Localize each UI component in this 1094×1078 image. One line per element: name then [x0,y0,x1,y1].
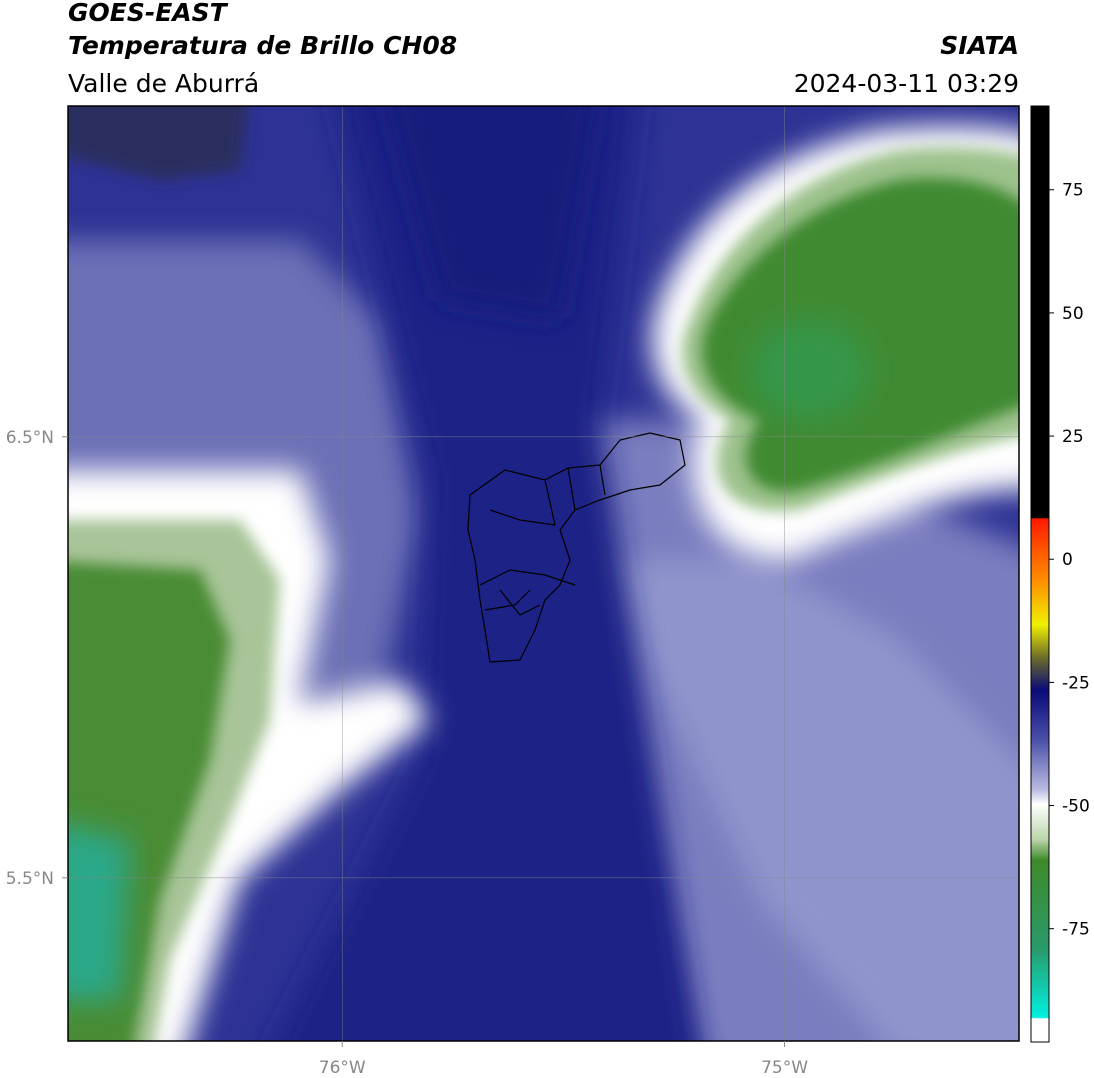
colorbar-tick-label: -75 [1062,920,1090,940]
x-tick-label: 76°W [319,1058,366,1078]
colorbar-tick-label: -25 [1062,673,1090,693]
colorbar-tick-label: 25 [1062,427,1084,447]
satellite-image [68,106,1019,1041]
colorbar-tick-label: -50 [1062,797,1090,817]
title: GOES-EAST [68,0,229,27]
source: SIATA [940,31,1019,60]
colorbar-tick-label: 0 [1062,550,1073,570]
colorbar-tick-label: 50 [1062,304,1084,324]
region: Valle de Aburrá [68,69,259,98]
y-tick-label: 5.5°N [6,869,54,889]
timestamp: 2024-03-11 03:29 [794,69,1019,98]
grid [68,106,1019,1041]
subtitle: Temperatura de Brillo CH08 [68,31,457,60]
x-tick-label: 75°W [761,1058,808,1078]
municipal-outlines [467,432,686,663]
map-frame [67,105,1020,1042]
colorbar [1030,105,1050,1043]
y-tick-label: 6.5°N [6,428,54,448]
colorbar-tick-label: 75 [1062,181,1084,201]
